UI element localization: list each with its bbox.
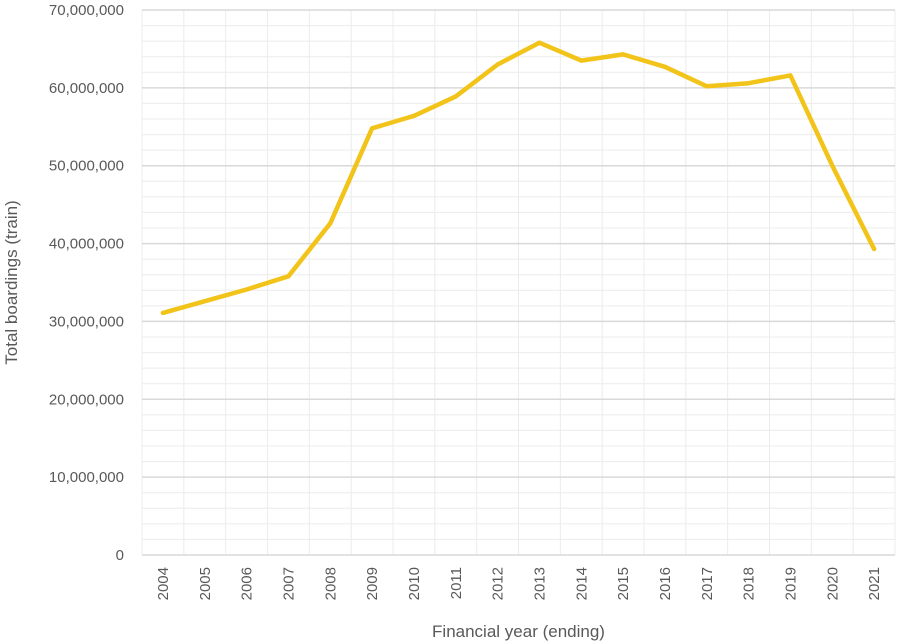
data-point <box>872 247 877 252</box>
data-point <box>830 163 835 168</box>
data-point <box>537 40 542 45</box>
x-tick-label: 2006 <box>239 567 256 600</box>
y-tick-label: 50,000,000 <box>49 158 124 175</box>
data-point <box>202 299 207 304</box>
x-tick-label: 2004 <box>155 567 172 600</box>
x-tick-label: 2011 <box>448 567 465 599</box>
x-tick-label: 2016 <box>657 567 674 600</box>
x-tick-label: 2014 <box>573 567 590 600</box>
y-tick-label: 70,000,000 <box>49 2 124 19</box>
y-tick-label: 10,000,000 <box>49 469 124 486</box>
x-tick-label: 2017 <box>699 567 716 600</box>
major-gridlines <box>142 9 895 556</box>
x-tick-label: 2008 <box>322 567 339 600</box>
series-line <box>160 40 877 316</box>
data-point <box>244 287 249 292</box>
x-tick-label: 2010 <box>406 567 423 600</box>
minor-gridlines <box>141 10 896 555</box>
data-point <box>662 64 667 69</box>
y-axis-title: Total boardings (train) <box>2 200 21 364</box>
data-point <box>160 310 165 315</box>
data-point <box>495 62 500 67</box>
data-point <box>411 113 416 118</box>
x-tick-label: 2021 <box>866 567 883 600</box>
y-tick-label: 60,000,000 <box>49 80 124 97</box>
x-tick-label: 2012 <box>490 567 507 600</box>
x-tick-label: 2007 <box>280 567 297 600</box>
y-tick-label: 30,000,000 <box>49 313 124 330</box>
data-point <box>746 81 751 86</box>
data-point <box>328 221 333 226</box>
y-tick-label: 0 <box>116 547 124 564</box>
x-axis-tick-labels: 2004 2005 2006 2007 2008 2009 2010 2011 2012 2013… <box>155 567 883 600</box>
x-tick-label: 2019 <box>782 567 799 600</box>
data-point <box>704 84 709 89</box>
x-tick-label: 2015 <box>615 567 632 600</box>
data-point <box>621 52 626 57</box>
x-tick-label: 2020 <box>824 567 841 600</box>
data-point <box>286 274 291 279</box>
x-axis-title: Financial year (ending) <box>432 622 605 641</box>
y-tick-label: 40,000,000 <box>49 236 124 253</box>
data-point <box>453 94 458 99</box>
x-tick-label: 2018 <box>741 567 758 600</box>
x-tick-label: 2013 <box>531 567 548 600</box>
x-tick-label: 2009 <box>364 567 381 600</box>
data-point <box>579 58 584 63</box>
series-group <box>160 40 877 316</box>
y-axis-tick-labels: 0 10,000,000 20,000,000 30,000,000 40,000,00… <box>49 2 124 564</box>
y-tick-label: 20,000,000 <box>49 391 124 408</box>
data-point <box>788 73 793 78</box>
data-point <box>370 126 375 131</box>
x-tick-label: 2005 <box>197 567 214 600</box>
